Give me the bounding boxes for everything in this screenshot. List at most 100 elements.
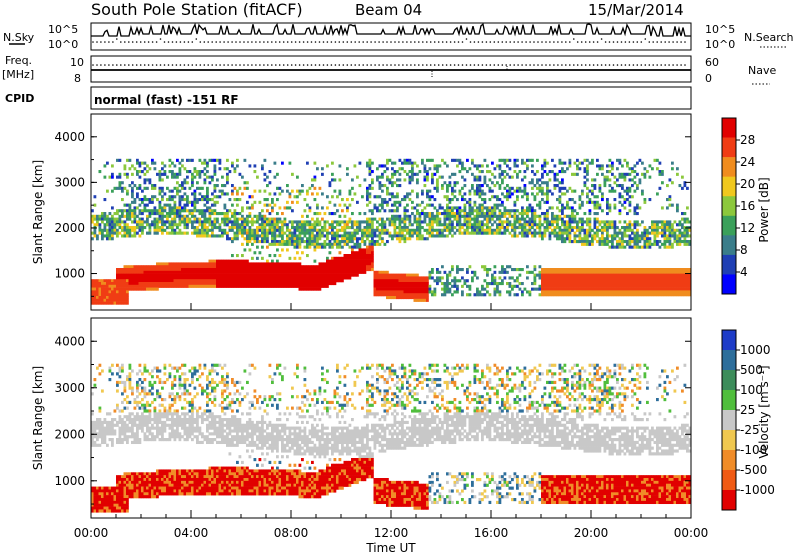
power-cell (103, 279, 107, 283)
power-cell (243, 270, 247, 274)
power-cell (163, 209, 167, 213)
power-cell (176, 273, 179, 277)
power-cell (333, 234, 337, 238)
power-cell (163, 170, 167, 174)
power-cell (621, 203, 624, 207)
power-cell (371, 240, 374, 244)
power-cell (306, 276, 309, 280)
power-cell (386, 200, 389, 204)
power-cell (568, 276, 572, 280)
power-cell (423, 184, 427, 188)
power-cell (366, 254, 369, 258)
power-cell (478, 209, 482, 213)
power-cell (393, 223, 397, 227)
power-cell (281, 279, 284, 283)
power-cell (201, 270, 204, 274)
power-cell (618, 287, 622, 291)
power-cell (606, 164, 609, 168)
power-cell (568, 234, 572, 238)
power-cell (506, 217, 509, 221)
power-cell (438, 203, 442, 207)
power-cell (561, 223, 564, 227)
power-cell (228, 268, 232, 272)
power-cell (403, 158, 407, 162)
power-cell (121, 273, 124, 277)
power-cell (151, 223, 154, 227)
power-cell (283, 262, 287, 266)
nave-point (573, 64, 575, 66)
power-cell (306, 287, 309, 291)
power-cell (151, 209, 154, 213)
power-cell (371, 245, 374, 249)
power-cell (406, 226, 409, 230)
power-cell (158, 192, 162, 196)
power-cell (366, 262, 369, 266)
nave-point (271, 64, 273, 66)
power-cell (153, 223, 157, 227)
power-cell (196, 200, 199, 204)
power-cell (463, 214, 467, 218)
power-cell (613, 220, 617, 224)
power-cell (268, 270, 272, 274)
power-cell (338, 276, 342, 280)
power-cell (398, 293, 402, 297)
power-cell (513, 217, 517, 221)
power-cell (148, 167, 152, 171)
power-cell (448, 226, 452, 230)
power-cell (336, 270, 339, 274)
power-cell (428, 198, 432, 202)
power-cell (196, 186, 199, 190)
power-cell (553, 284, 557, 288)
power-cell (586, 231, 589, 235)
nsearch-point (290, 41, 293, 43)
power-cell (266, 209, 269, 213)
power-cell (226, 270, 229, 274)
power-cell (348, 259, 352, 263)
power-cell (546, 290, 549, 294)
power-cell (356, 268, 359, 272)
power-cell (393, 279, 397, 283)
power-cell (313, 234, 317, 238)
power-cell (626, 273, 629, 277)
power-cell (171, 226, 174, 230)
power-cell (286, 282, 289, 286)
power-cell (273, 231, 277, 235)
power-cell (298, 237, 302, 241)
power-cell (541, 276, 544, 280)
power-cell (598, 273, 602, 277)
power-cell (391, 282, 394, 286)
power-cell (436, 178, 439, 182)
power-cell (346, 265, 349, 269)
power-cell (183, 181, 187, 185)
power-cell (266, 237, 269, 241)
power-cell (463, 203, 467, 207)
power-cell (258, 273, 262, 277)
power-cell (523, 228, 527, 232)
power-cell (531, 206, 534, 210)
power-cell (126, 287, 129, 291)
power-cell (398, 200, 402, 204)
power-cell (323, 228, 327, 232)
power-cell (458, 217, 462, 221)
power-cell (301, 214, 304, 218)
power-cell (521, 231, 524, 235)
power-cell (96, 301, 99, 305)
power-cell (343, 231, 347, 235)
power-cell (278, 240, 282, 244)
power-cell (493, 287, 497, 291)
power-cell (248, 284, 252, 288)
power-cell (456, 198, 459, 202)
power-cell (111, 234, 114, 238)
power-cell (513, 279, 517, 283)
power-cell (556, 214, 559, 218)
nave-point (334, 64, 337, 66)
power-cell (368, 240, 372, 244)
nave-point (263, 64, 265, 66)
power-cell (563, 206, 567, 210)
power-cell (233, 262, 237, 266)
power-cell (261, 268, 264, 272)
power-cell (233, 282, 237, 286)
power-cell (598, 279, 602, 283)
power-cell (611, 273, 614, 277)
power-cell (446, 212, 449, 216)
